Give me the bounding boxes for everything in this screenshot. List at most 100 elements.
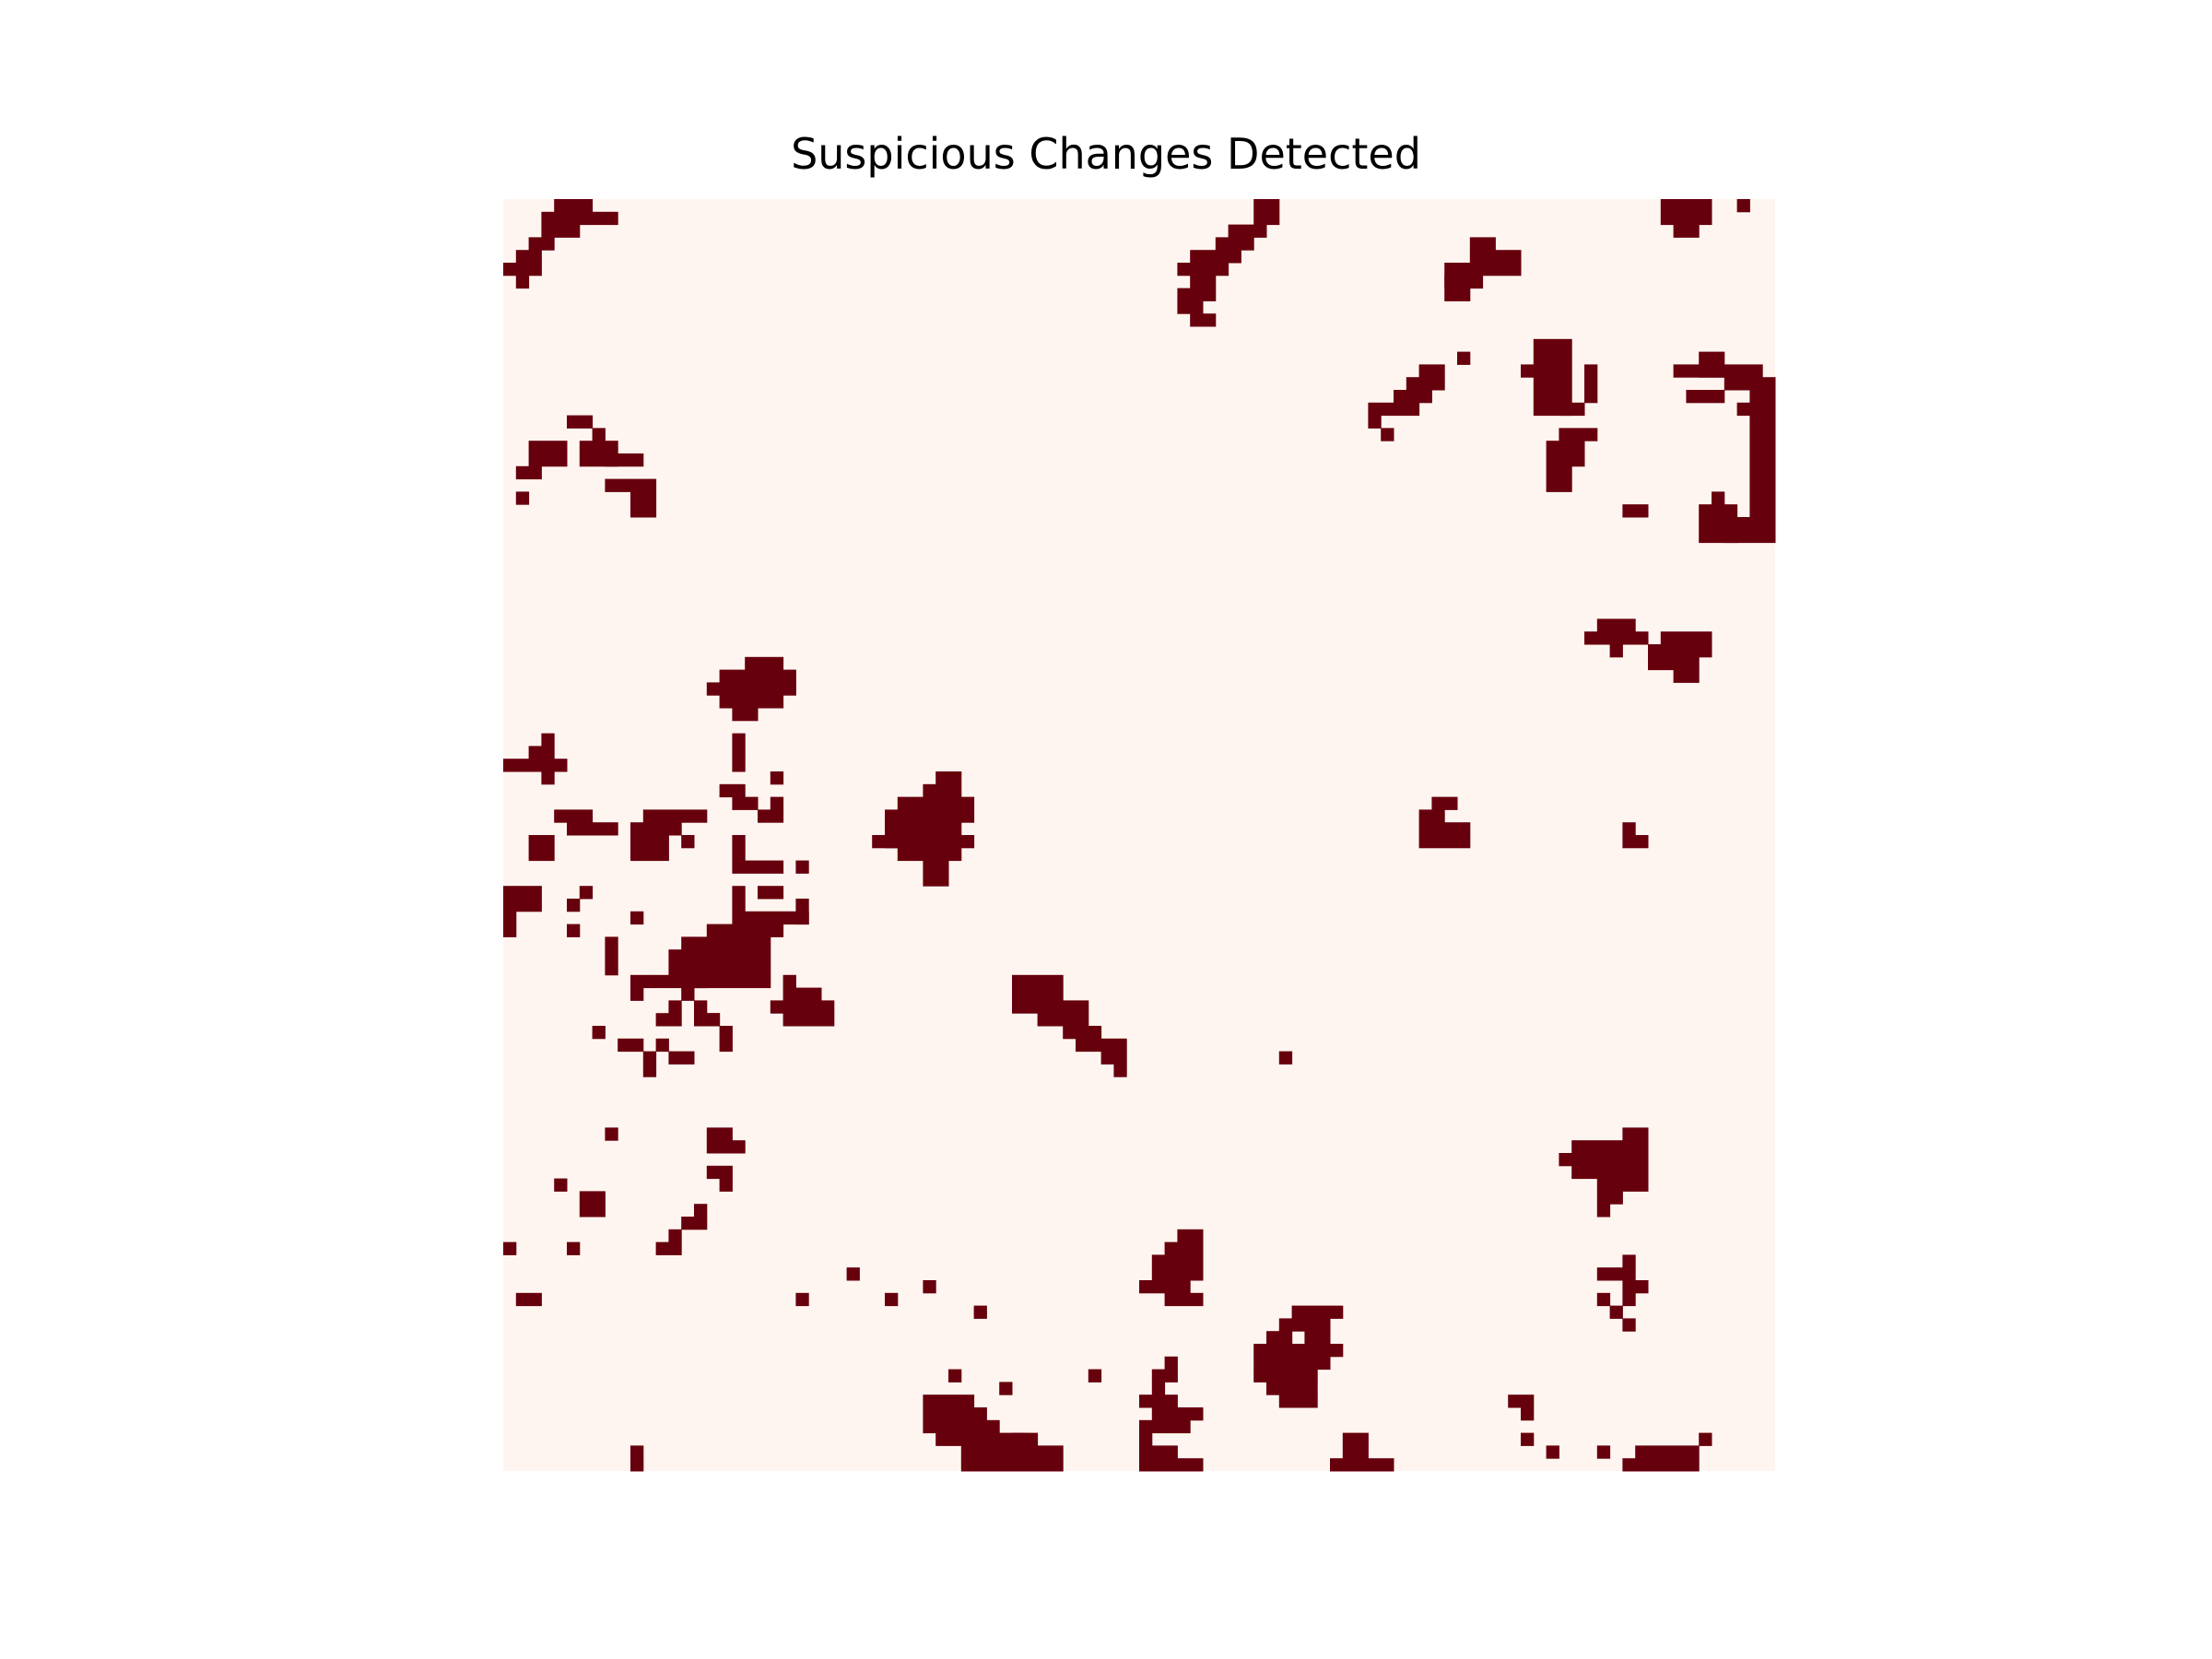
heatmap-cell-block — [1012, 974, 1064, 989]
heatmap-cell-block — [1673, 669, 1700, 683]
heatmap-cell-block — [1559, 1153, 1649, 1167]
heatmap-cell-block — [630, 1458, 644, 1472]
heatmap-cell-block — [706, 1165, 733, 1180]
heatmap-cell-block — [1571, 1165, 1649, 1180]
heatmap-cell-block — [1253, 1369, 1318, 1382]
heatmap-cell-block — [528, 835, 555, 862]
heatmap-cell-block — [732, 1140, 746, 1154]
heatmap-cell-block — [630, 835, 669, 862]
heatmap-cell-block — [554, 1178, 568, 1192]
heatmap-cell-block — [668, 1000, 682, 1014]
heatmap-cell-block — [732, 835, 746, 862]
heatmap-cell-block — [1037, 1000, 1089, 1014]
heatmap-cell-block — [567, 1241, 581, 1255]
heatmap-cell-block — [592, 428, 606, 441]
heatmap-cell-block — [579, 1191, 606, 1205]
heatmap-cell-block — [655, 974, 669, 989]
heatmap-cell-block — [1278, 1051, 1293, 1065]
heatmap-cell-block — [1190, 313, 1217, 327]
heatmap-cell-block — [1139, 1432, 1153, 1446]
heatmap-cell-block — [719, 669, 796, 683]
heatmap-cell-block — [1673, 224, 1700, 238]
heatmap-cell-block — [515, 491, 530, 505]
heatmap-cell-block — [795, 1292, 809, 1307]
heatmap-cell-block — [885, 1292, 899, 1307]
heatmap-cell-block — [719, 1038, 733, 1053]
heatmap-cell-block — [1253, 1344, 1344, 1358]
heatmap-cell-block — [630, 974, 657, 989]
heatmap-cell-block — [795, 860, 809, 874]
heatmap-cell-block — [1342, 1445, 1369, 1459]
heatmap-cell-block — [1521, 364, 1572, 378]
heatmap-cell-block — [732, 911, 809, 925]
heatmap-cell-block — [923, 1407, 987, 1421]
heatmap-cell-block — [1418, 364, 1445, 378]
heatmap-cell-block — [1177, 288, 1217, 301]
heatmap-cell-block — [1164, 1292, 1204, 1307]
heatmap-cell-block — [1113, 1064, 1127, 1077]
heatmap-cell-block — [1418, 822, 1471, 836]
heatmap-cell-block — [1418, 835, 1471, 849]
heatmap-cell-block — [719, 695, 784, 709]
heatmap-cell-block — [795, 899, 809, 925]
heatmap-cell-block — [732, 733, 746, 759]
heatmap-cell-block — [1139, 1280, 1191, 1294]
heatmap-cell-block — [706, 682, 796, 696]
heatmap-cell-block — [503, 886, 517, 937]
heatmap-cell-block — [1431, 796, 1458, 810]
heatmap-cell-block — [642, 1051, 657, 1065]
heatmap-cell-block — [973, 1305, 987, 1319]
heatmap-cell-block — [528, 746, 555, 759]
heatmap-cell-block — [1037, 1458, 1064, 1472]
heatmap-cell-block — [1394, 390, 1432, 404]
heatmap-cell-block — [1546, 1445, 1559, 1459]
heatmap-cell-block — [1418, 809, 1445, 823]
heatmap-cell-block — [630, 987, 644, 1001]
heatmap-cell-block — [1190, 250, 1241, 264]
heatmap-cell-block — [528, 441, 568, 467]
heatmap-cell-block — [1100, 1051, 1127, 1065]
heatmap-cell-block — [782, 974, 796, 989]
heatmap-cell-block — [1278, 1318, 1331, 1332]
heatmap-cell-block — [1151, 1407, 1204, 1421]
heatmap-cell-block — [935, 771, 962, 785]
heatmap-cell-block — [554, 809, 594, 823]
heatmap-cell-block — [1190, 275, 1217, 289]
heatmap-cell-block — [1368, 415, 1382, 429]
heatmap-cell-block — [1228, 224, 1267, 238]
heatmap-cell-block — [528, 237, 555, 251]
heatmap-cell-block — [541, 771, 555, 785]
heatmap-cell-block — [1622, 1280, 1649, 1294]
heatmap-cell-block — [655, 1013, 682, 1027]
heatmap-cell-block — [541, 224, 581, 238]
heatmap-cell-block — [681, 987, 695, 1001]
heatmap-cell-block — [923, 873, 949, 887]
heatmap-cell-block — [923, 860, 949, 874]
heatmap-cell-block — [1177, 1229, 1204, 1243]
heatmap-cell-block — [668, 1051, 695, 1065]
heatmap-cell-block — [948, 1369, 962, 1382]
heatmap-cell-block — [1151, 1267, 1204, 1281]
heatmap-cell-block — [567, 415, 594, 429]
heatmap-cell-block — [567, 822, 618, 836]
heatmap-cell-block — [694, 1204, 708, 1218]
heatmap-cell-block — [1736, 402, 1750, 417]
heatmap-cell-block — [605, 453, 644, 467]
heatmap-cell-block — [719, 1026, 733, 1040]
heatmap-cell-block — [1622, 1318, 1636, 1332]
heatmap-cell-block — [1533, 338, 1572, 365]
heatmap-cell-block — [1139, 1445, 1178, 1459]
heatmap-cell-block — [1406, 377, 1445, 391]
heatmap-cell-block — [1278, 1331, 1293, 1345]
heatmap-cell-block — [1088, 1369, 1102, 1382]
heatmap-cell-block — [1699, 1432, 1712, 1446]
heatmap-cell-block — [541, 733, 555, 747]
heatmap-cell-block — [554, 199, 594, 213]
heatmap-cell-block — [1596, 1267, 1636, 1281]
heatmap-cell-block — [1063, 1026, 1102, 1040]
heatmap-cell-block — [1673, 364, 1763, 378]
heatmap-cell-block — [642, 1064, 657, 1077]
heatmap-cell-block — [1151, 1254, 1204, 1268]
heatmap-cell-block — [1444, 275, 1471, 301]
